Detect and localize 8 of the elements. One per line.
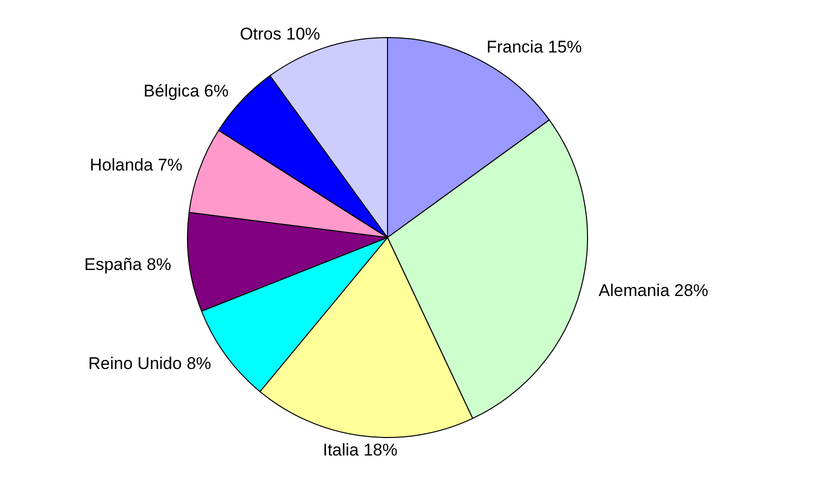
slice-label: Italia 18% (322, 440, 398, 460)
slice-label: Otros 10% (240, 24, 320, 44)
slice-label: Reino Unido 8% (88, 354, 212, 373)
slice-label: España 8% (84, 254, 172, 274)
slice-label: Francia 15% (486, 37, 582, 56)
slice-label: Bélgica 6% (144, 82, 229, 101)
slice-label: Alemania 28% (598, 281, 708, 300)
slice-label: Holanda 7% (90, 156, 182, 175)
